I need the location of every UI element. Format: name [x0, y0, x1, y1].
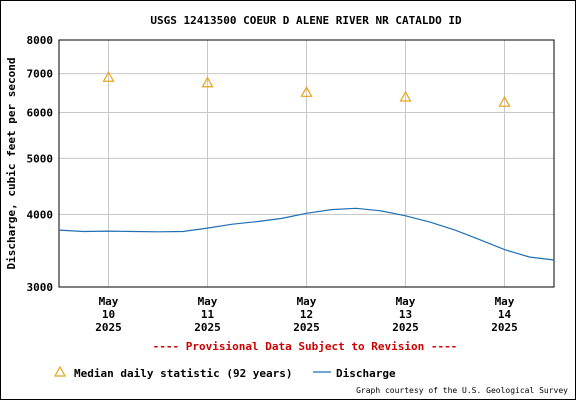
legend-median-marker: [53, 365, 67, 377]
y-tick-label: 3000: [27, 281, 54, 294]
x-tick-year: 2025: [491, 321, 518, 334]
legend-discharge-label: Discharge: [336, 367, 396, 380]
x-tick-month: May: [297, 295, 317, 308]
median-marker: [201, 76, 214, 88]
x-tick-month: May: [396, 295, 416, 308]
x-tick-year: 2025: [194, 321, 221, 334]
discharge-line: [58, 207, 555, 261]
y-tick-label: 6000: [27, 106, 54, 119]
chart-title: USGS 12413500 COEUR D ALENE RIVER NR CAT…: [150, 14, 462, 27]
x-tick-day: 10: [102, 308, 115, 321]
x-tick-day: 12: [300, 308, 313, 321]
median-marker: [498, 95, 511, 107]
x-tick-month: May: [198, 295, 218, 308]
x-tick-year: 2025: [293, 321, 320, 334]
x-tick-day: 14: [498, 308, 512, 321]
x-tick-day: 11: [201, 308, 215, 321]
y-tick-label: 4000: [27, 209, 54, 222]
x-tick-month: May: [99, 295, 119, 308]
y-axis-label: Discharge, cubic feet per second: [5, 58, 18, 270]
legend-median-label: Median daily statistic (92 years): [74, 367, 293, 380]
y-tick-label: 8000: [27, 34, 54, 47]
y-tick-label: 5000: [27, 152, 54, 165]
median-marker: [102, 71, 115, 82]
credit-text: Graph courtesy of the U.S. Geological Su…: [356, 386, 568, 395]
median-marker: [300, 86, 313, 97]
x-tick-year: 2025: [392, 321, 419, 334]
median-marker: [399, 90, 412, 102]
x-tick-month: May: [495, 295, 515, 308]
y-tick-label: 7000: [27, 68, 54, 81]
plot-border: [58, 39, 555, 288]
x-tick-year: 2025: [95, 321, 122, 334]
provisional-notice: ---- Provisional Data Subject to Revisio…: [153, 340, 458, 353]
x-tick-day: 13: [399, 308, 412, 321]
